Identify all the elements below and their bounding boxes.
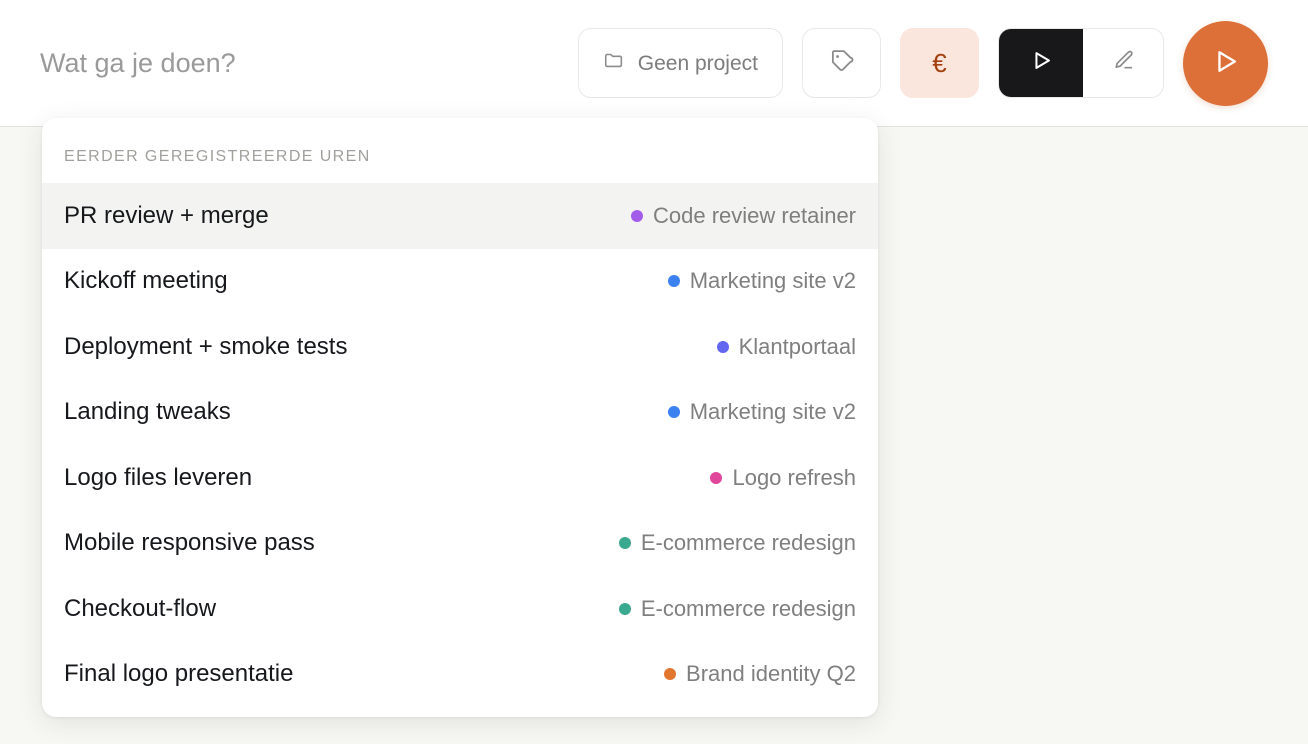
timer-mode-segmented-control xyxy=(998,28,1164,98)
recent-entry-project: E-commerce redesign xyxy=(618,530,856,556)
project-color-dot-icon xyxy=(664,668,677,681)
project-color-dot-icon xyxy=(631,209,644,222)
project-color-dot-icon xyxy=(667,275,680,288)
recent-entries-header: Eerder geregistreerde uren xyxy=(64,148,371,165)
recent-entry-title: Checkout-flow xyxy=(64,594,217,622)
project-color-dot-icon xyxy=(710,471,723,484)
project-selector-label: Geen project xyxy=(637,51,758,75)
recent-entry-row[interactable]: Kickoff meeting Marketing site v2 xyxy=(42,249,878,315)
tag-selector-button[interactable] xyxy=(802,28,881,98)
start-timer-button[interactable] xyxy=(1183,20,1268,106)
recent-entry-project: Marketing site v2 xyxy=(667,399,856,425)
recent-entry-project: Klantportaal xyxy=(716,333,856,359)
project-color-dot-icon xyxy=(618,602,631,615)
recent-entry-row[interactable]: PR review + merge Code review retainer xyxy=(42,183,878,249)
recent-entry-title: Kickoff meeting xyxy=(64,267,228,295)
project-selector-button[interactable]: Geen project xyxy=(577,28,783,98)
recent-entry-project-name: Marketing site v2 xyxy=(689,399,856,425)
recent-entry-project: E-commerce redesign xyxy=(618,595,856,621)
recent-entry-row[interactable]: Mobile responsive pass E-commerce redesig… xyxy=(42,511,878,577)
recent-entry-project-name: E-commerce redesign xyxy=(640,530,856,556)
recent-entry-title: Logo files leveren xyxy=(64,463,253,491)
recent-entry-row[interactable]: Landing tweaks Marketing site v2 xyxy=(42,380,878,446)
recent-entry-project: Logo refresh xyxy=(710,464,856,490)
recent-entry-title: Deployment + smoke tests xyxy=(64,332,348,360)
recent-entries-dropdown: Eerder geregistreerde uren PR review + m… xyxy=(42,118,878,717)
task-description-input[interactable] xyxy=(40,43,578,83)
recent-entry-title: Landing tweaks xyxy=(64,398,231,426)
project-color-dot-icon xyxy=(618,537,631,550)
recent-entry-title: Mobile responsive pass xyxy=(64,529,315,557)
folder-icon xyxy=(603,49,625,77)
project-color-dot-icon xyxy=(716,340,729,353)
recent-entry-row[interactable]: Logo files leveren Logo refresh xyxy=(42,445,878,511)
timer-mode-manual-button[interactable] xyxy=(1083,29,1163,97)
recent-entry-row[interactable]: Final logo presentatie Brand identity Q2 xyxy=(42,642,878,708)
recent-entry-title: PR review + merge xyxy=(64,201,269,229)
tag-icon xyxy=(829,48,854,78)
play-icon xyxy=(1028,47,1055,79)
recent-entry-project-name: Klantportaal xyxy=(738,333,856,359)
timer-toolbar: Geen project € xyxy=(0,0,1308,127)
recent-entry-project-name: Marketing site v2 xyxy=(689,268,856,294)
toolbar-actions: Geen project € xyxy=(577,20,1268,106)
recent-entries-list: PR review + merge Code review retainer Kic… xyxy=(42,183,878,707)
recent-entry-project-name: Code review retainer xyxy=(653,202,856,228)
project-color-dot-icon xyxy=(667,406,680,419)
timer-mode-play-button[interactable] xyxy=(999,29,1083,97)
recent-entry-project-name: Logo refresh xyxy=(732,464,856,490)
recent-entry-title: Final logo presentatie xyxy=(64,660,294,688)
pencil-icon xyxy=(1111,48,1136,78)
recent-entry-project-name: E-commerce redesign xyxy=(640,595,856,621)
recent-entry-row[interactable]: Checkout-flow E-commerce redesign xyxy=(42,576,878,642)
recent-entry-project: Brand identity Q2 xyxy=(664,663,856,685)
billable-toggle-button[interactable]: € xyxy=(900,28,979,98)
recent-entry-project: Code review retainer xyxy=(631,202,856,228)
recent-entry-project: Marketing site v2 xyxy=(667,268,856,294)
play-icon xyxy=(1209,45,1242,81)
recent-entry-row[interactable]: Deployment + smoke tests Klantportaal xyxy=(42,314,878,380)
euro-icon: € xyxy=(932,47,947,78)
recent-entry-project-name: Brand identity Q2 xyxy=(686,661,856,687)
